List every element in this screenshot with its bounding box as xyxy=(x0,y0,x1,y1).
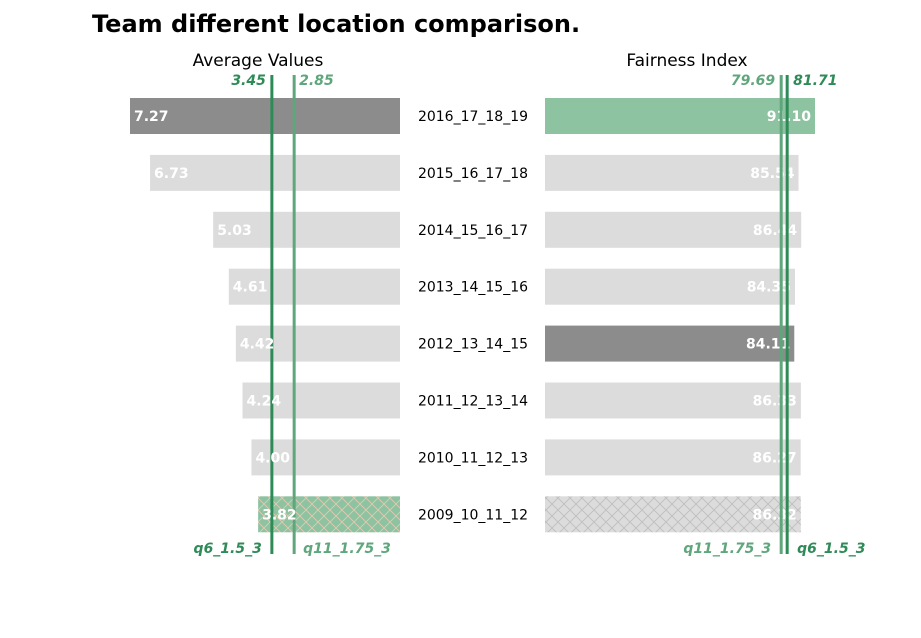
category-label: 2009_10_11_12 xyxy=(418,507,528,523)
fairness-index-bar xyxy=(545,268,795,305)
panel-title-fairness-index: Fairness Index xyxy=(626,51,747,71)
fairness-index-bar xyxy=(545,325,795,362)
average-values-data-label: 3.82 xyxy=(262,507,297,523)
category-labels: 2016_17_18_19 2015_16_17_18 2014_15_16_17 2… xyxy=(418,109,528,523)
average-values-bar xyxy=(213,211,400,248)
average-values-data-label: 6.73 xyxy=(154,166,189,182)
fairness-index-data-label: 91.10 xyxy=(767,109,812,125)
reference-value-label: 81.71 xyxy=(793,73,837,89)
fairness-index-data-label: 86.32 xyxy=(753,507,797,523)
category-label: 2013_14_15_16 xyxy=(418,280,528,296)
average-values-bar xyxy=(235,325,400,362)
category-label: 2016_17_18_19 xyxy=(418,109,528,125)
average-values-bar xyxy=(150,154,400,191)
fairness-index-bar xyxy=(545,154,799,191)
category-label: 2015_16_17_18 xyxy=(418,166,528,182)
fairness-index-panel: Fairness Index 91.10 85.54 86.44 84.35 84.11 8… xyxy=(545,51,865,557)
average-values-data-label: 4.61 xyxy=(233,280,268,296)
reference-value-label: 2.85 xyxy=(299,73,334,89)
fairness-index-bar xyxy=(545,211,802,248)
average-values-bar xyxy=(130,98,400,134)
category-label: 2010_11_12_13 xyxy=(418,450,528,466)
fairness-index-bar xyxy=(545,382,801,419)
average-values-data-label: 4.00 xyxy=(255,450,290,466)
average-values-data-label: 7.27 xyxy=(134,109,169,125)
reference-name-label: q11_1.75_3 xyxy=(683,541,771,557)
category-label: 2014_15_16_17 xyxy=(418,223,528,239)
average-values-data-label: 5.03 xyxy=(217,223,252,239)
fairness-index-data-label: 85.54 xyxy=(750,166,795,182)
average-values-bar xyxy=(242,382,400,419)
fairness-index-data-label: 84.35 xyxy=(747,280,791,296)
fairness-index-data-label: 86.27 xyxy=(752,450,796,466)
average-values-data-label: 4.24 xyxy=(247,394,282,410)
reference-value-label: 3.45 xyxy=(231,73,266,89)
fairness-index-data-label: 86.33 xyxy=(753,394,797,410)
category-label: 2012_13_14_15 xyxy=(418,337,528,353)
fairness-index-bar xyxy=(545,439,801,476)
reference-name-label: q6_1.5_3 xyxy=(797,541,865,557)
reference-name-label: q11_1.75_3 xyxy=(303,541,391,557)
chart-title: Team different location comparison. xyxy=(92,10,580,38)
fairness-index-bar xyxy=(545,496,801,533)
category-label: 2011_12_13_14 xyxy=(418,394,528,410)
reference-value-label: 79.69 xyxy=(731,73,776,89)
average-values-panel: Average Values 3.45 q6_1.5_3 2.85 q11_1.75_3… xyxy=(130,51,400,557)
average-values-bar xyxy=(251,439,400,476)
average-values-bar xyxy=(258,496,400,533)
fairness-index-data-label: 86.44 xyxy=(753,223,798,239)
fairness-index-bar xyxy=(545,98,815,134)
fairness-index-data-label: 84.11 xyxy=(746,337,790,353)
reference-name-label: q6_1.5_3 xyxy=(194,541,262,557)
panel-title-average-values: Average Values xyxy=(193,51,324,71)
average-values-bar xyxy=(228,268,400,305)
average-values-data-label: 4.42 xyxy=(240,337,275,353)
